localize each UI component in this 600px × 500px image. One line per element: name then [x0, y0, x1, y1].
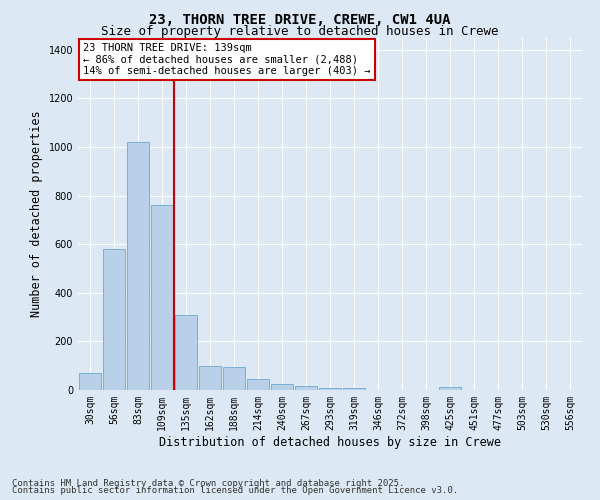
Bar — [247, 379, 269, 390]
Bar — [319, 388, 341, 390]
Bar — [439, 386, 461, 390]
Text: Contains public sector information licensed under the Open Government Licence v3: Contains public sector information licen… — [12, 486, 458, 495]
Bar — [343, 388, 365, 390]
Text: 23, THORN TREE DRIVE, CREWE, CW1 4UA: 23, THORN TREE DRIVE, CREWE, CW1 4UA — [149, 12, 451, 26]
Bar — [175, 314, 197, 390]
Bar — [151, 205, 173, 390]
Y-axis label: Number of detached properties: Number of detached properties — [30, 110, 43, 317]
Bar — [199, 366, 221, 390]
Bar — [103, 249, 125, 390]
Bar — [271, 384, 293, 390]
Text: Contains HM Land Registry data © Crown copyright and database right 2025.: Contains HM Land Registry data © Crown c… — [12, 478, 404, 488]
Bar — [223, 367, 245, 390]
Text: 23 THORN TREE DRIVE: 139sqm
← 86% of detached houses are smaller (2,488)
14% of : 23 THORN TREE DRIVE: 139sqm ← 86% of det… — [83, 43, 371, 76]
Text: Size of property relative to detached houses in Crewe: Size of property relative to detached ho… — [101, 25, 499, 38]
Bar — [79, 373, 101, 390]
Bar — [295, 386, 317, 390]
Bar — [127, 142, 149, 390]
X-axis label: Distribution of detached houses by size in Crewe: Distribution of detached houses by size … — [159, 436, 501, 448]
